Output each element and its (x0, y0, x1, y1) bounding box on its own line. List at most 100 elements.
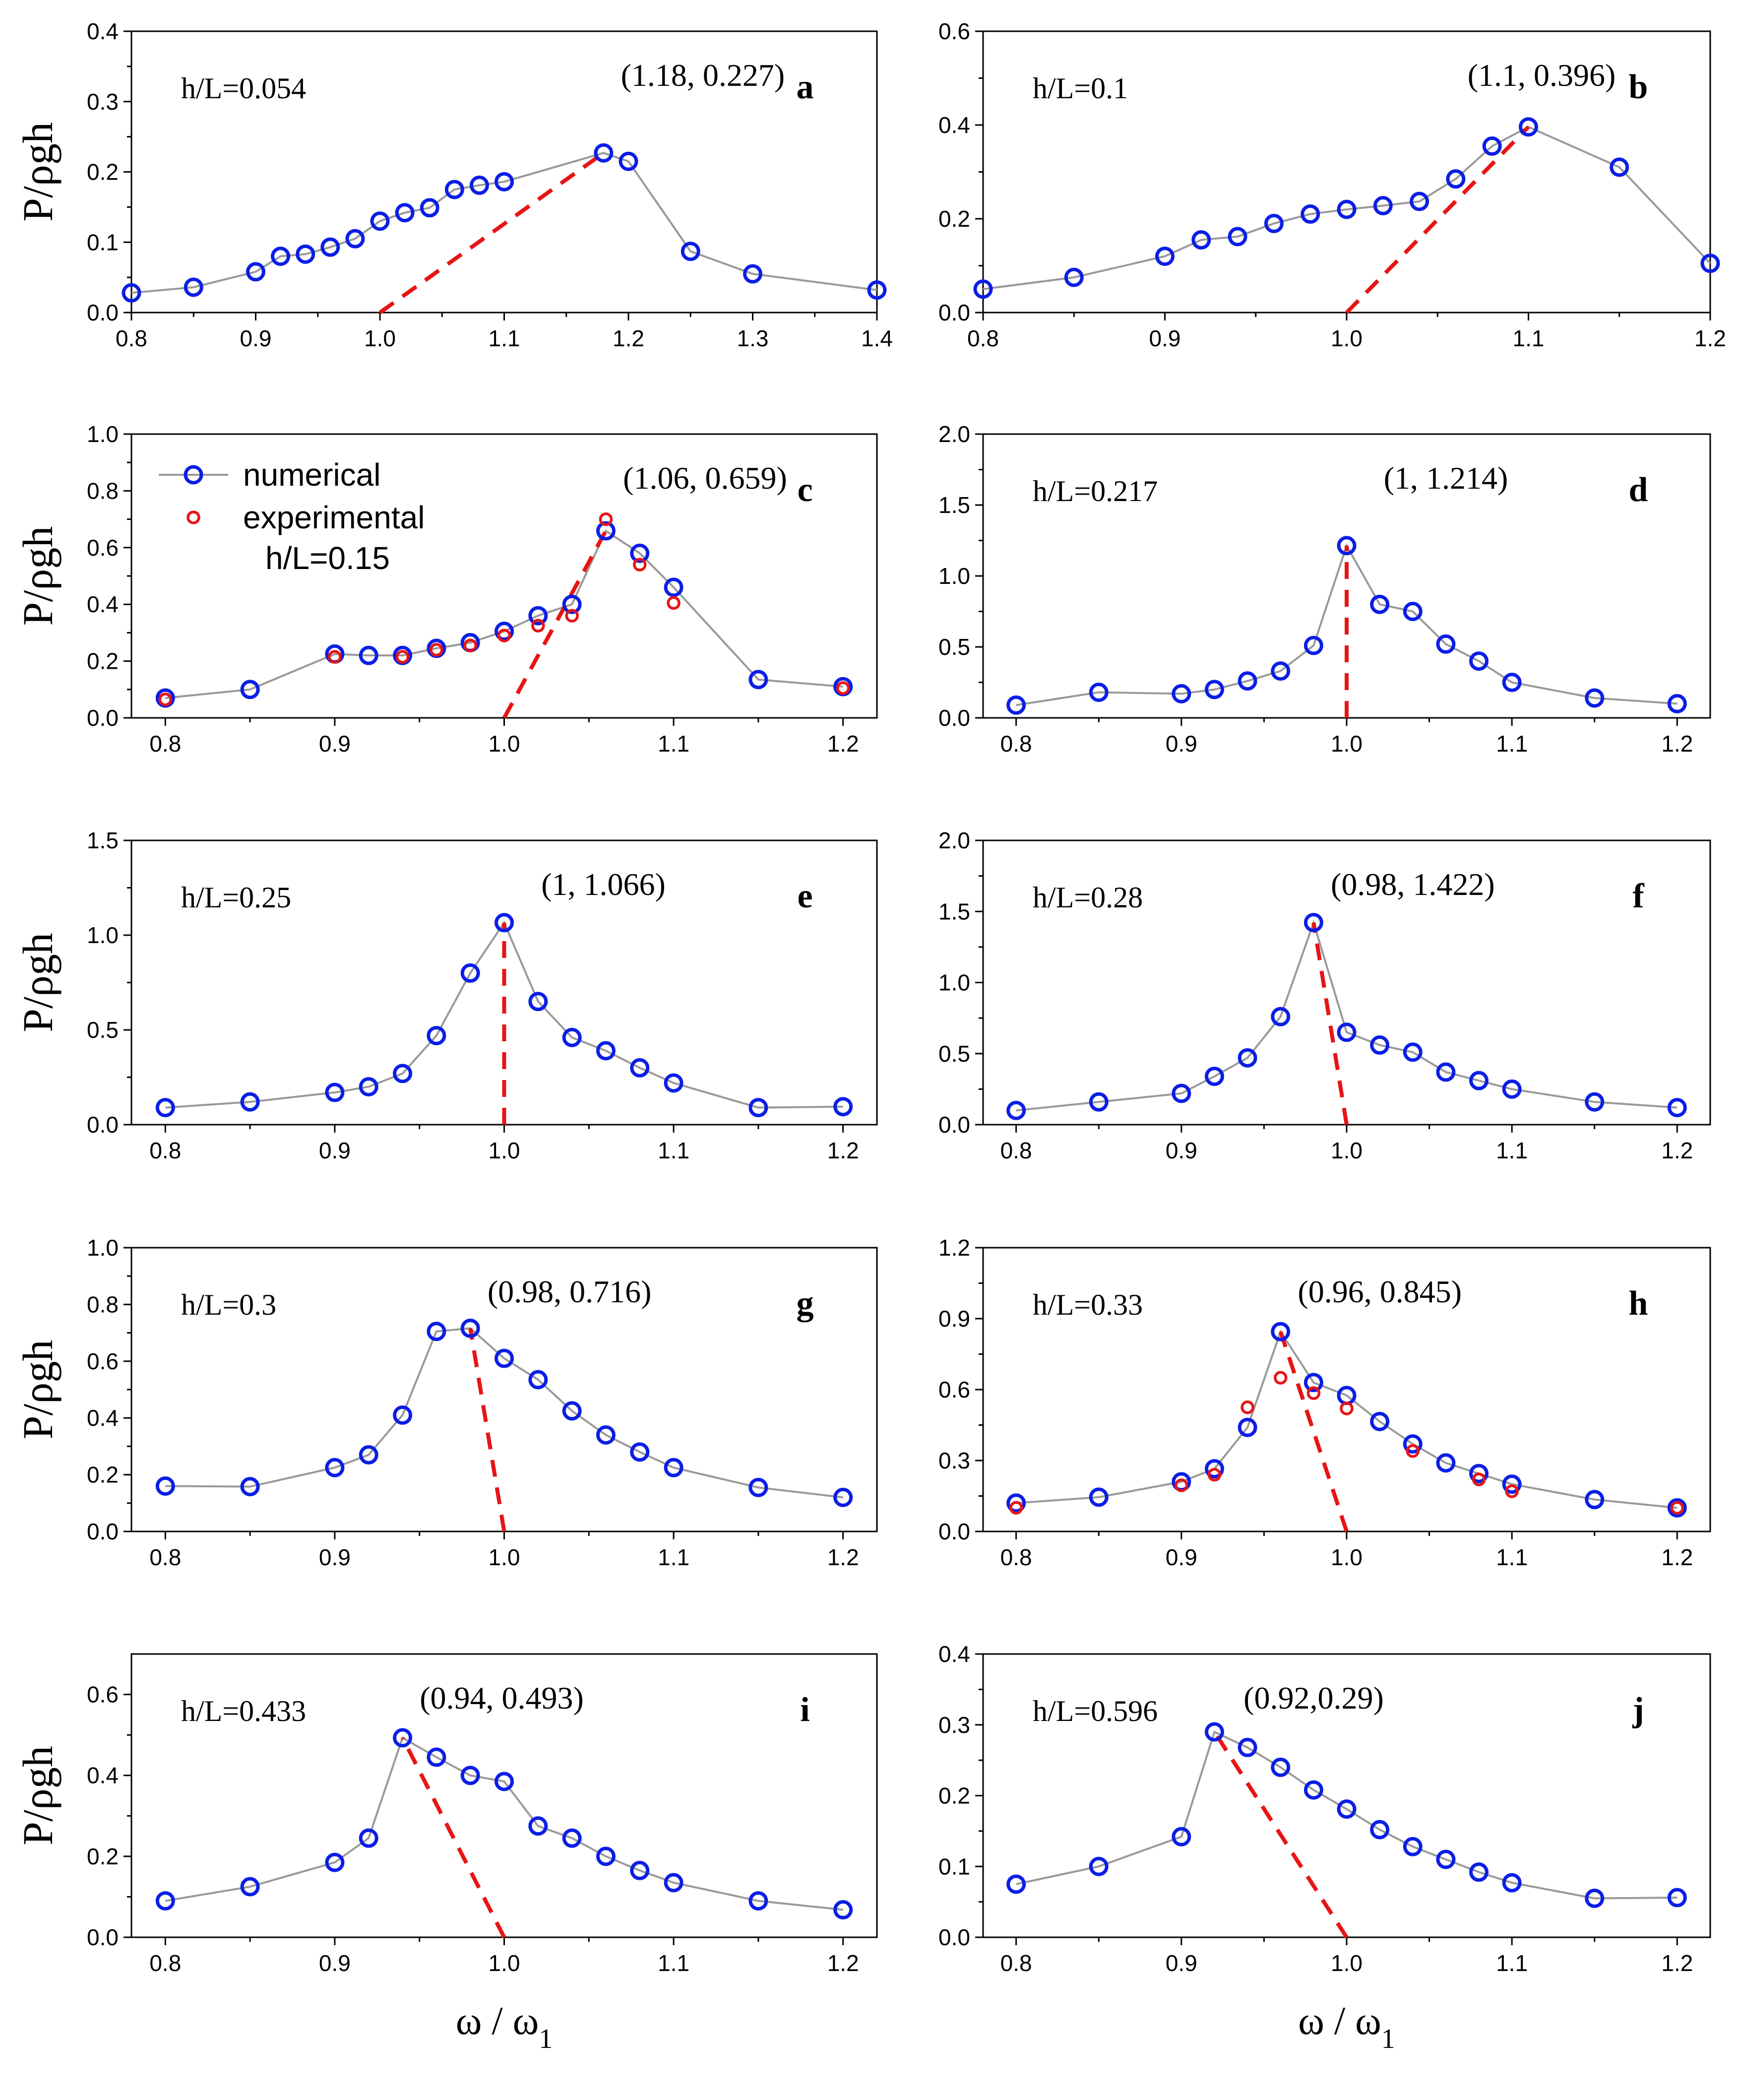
hl-label-c: h/L=0.15 (265, 540, 390, 576)
point-experimental-c (395, 650, 410, 664)
point-numerical-f (1469, 1071, 1489, 1090)
point-numerical-b (1446, 169, 1466, 189)
point-numerical-a (681, 242, 700, 261)
point-numerical-i (495, 1772, 514, 1791)
point-numerical-f (1667, 1098, 1687, 1118)
panel-label-c: c (797, 471, 812, 509)
point-numerical-g (393, 1405, 413, 1425)
panel-a: 0.8 0.9 1.0 1.1 1.2 1.3 1.4 0.0 0.1 0.2 0.3 0.4 P/ρg… (14, 18, 893, 351)
x-tick-label-b: 0.9 (1149, 325, 1181, 351)
point-experimental-h (1207, 1467, 1222, 1482)
x-tick-label-i: 0.9 (319, 1950, 351, 1976)
point-numerical-h (1370, 1411, 1390, 1431)
y-tick-label-c: 0.6 (87, 535, 119, 561)
y-tick-label-j: 0.0 (938, 1924, 970, 1950)
x-axis-label-main: ω / ω (1298, 1999, 1381, 2043)
point-numerical-b (1264, 213, 1284, 233)
panel-d: 0.8 0.9 1.0 1.1 1.2 0.0 0.5 1.0 1.5 2.0 d (1, 1.214… (938, 421, 1711, 757)
y-tick-label-f: 1.5 (938, 898, 970, 924)
x-tick-label-i: 1.0 (489, 1950, 520, 1976)
peak-annotation-j: (0.92,0.29) (1243, 1680, 1384, 1716)
point-numerical-f (1585, 1092, 1605, 1112)
point-numerical-b (1519, 117, 1538, 137)
x-tick-label-a: 1.1 (489, 325, 520, 351)
peak-annotation-f: (0.98, 1.422) (1331, 867, 1495, 902)
point-numerical-c (240, 680, 260, 700)
y-tick-label-j: 0.2 (938, 1783, 970, 1809)
point-experimental-h (1340, 1401, 1354, 1415)
y-tick-label-j: 0.3 (938, 1712, 970, 1738)
point-numerical-f (1204, 1067, 1224, 1086)
y-tick-label-e: 1.0 (87, 922, 119, 948)
point-numerical-i (630, 1860, 650, 1880)
x-tick-label-c: 0.8 (149, 731, 181, 757)
point-numerical-a (495, 172, 514, 191)
point-numerical-c (748, 670, 768, 690)
y-tick-label-h: 1.2 (938, 1235, 970, 1261)
point-numerical-h (1204, 1459, 1224, 1479)
point-numerical-d (1585, 688, 1605, 708)
legend-marker-numerical (184, 465, 203, 485)
y-tick-label-f: 0.5 (938, 1041, 970, 1067)
y-tick-label-e: 0.5 (87, 1017, 119, 1043)
point-numerical-a (320, 237, 340, 257)
x-tick-label-g: 0.9 (319, 1544, 351, 1570)
point-numerical-g (427, 1322, 446, 1341)
point-experimental-c (633, 558, 647, 572)
point-numerical-f (1089, 1092, 1109, 1112)
point-numerical-f (1436, 1062, 1456, 1082)
y-tick-label-c: 0.2 (87, 648, 119, 674)
point-numerical-a (420, 198, 439, 218)
y-tick-label-c: 0.0 (87, 705, 119, 731)
point-numerical-f (1006, 1100, 1026, 1120)
point-numerical-j (1403, 1837, 1423, 1856)
point-numerical-b (1410, 191, 1429, 211)
point-experimental-h (1241, 1400, 1254, 1414)
y-tick-label-b: 0.2 (938, 206, 970, 232)
x-tick-label-g: 0.8 (149, 1544, 181, 1570)
dashed-line-b (1345, 125, 1530, 314)
x-tick-label-f: 0.8 (1000, 1138, 1032, 1163)
y-tick-label-e: 1.5 (87, 827, 119, 853)
x-tick-label-e: 1.2 (827, 1138, 859, 1163)
point-numerical-h (1271, 1322, 1291, 1341)
point-numerical-e (495, 913, 514, 933)
y-axis-label-g: P/ρgh (14, 1340, 62, 1440)
series-line-numerical-f (1016, 919, 1677, 1112)
y-tick-label-j: 0.4 (938, 1641, 970, 1667)
point-numerical-a (122, 283, 141, 303)
point-numerical-e (528, 992, 548, 1012)
peak-annotation-g: (0.98, 0.716) (488, 1274, 652, 1309)
dashed-line-c (502, 530, 608, 719)
point-numerical-i (562, 1828, 582, 1848)
y-axis-label-i: P/ρgh (14, 1746, 62, 1845)
point-experimental-c (565, 609, 579, 623)
y-tick-label-b: 0.6 (938, 18, 970, 44)
point-numerical-a (345, 229, 365, 249)
point-numerical-a (395, 203, 415, 223)
point-numerical-f (1403, 1042, 1423, 1062)
x-tick-label-a: 1.4 (861, 325, 893, 351)
point-numerical-j (1436, 1849, 1456, 1869)
hl-label-b: h/L=0.1 (1033, 72, 1128, 105)
x-tick-label-c: 1.1 (658, 731, 689, 757)
y-tick-label-i: 0.0 (87, 1924, 119, 1950)
point-numerical-d (1667, 694, 1687, 713)
y-tick-label-h: 0.0 (938, 1519, 970, 1544)
point-numerical-e (359, 1077, 378, 1097)
series-line-numerical-a (131, 152, 877, 294)
hl-label-j: h/L=0.596 (1033, 1695, 1158, 1727)
x-tick-label-a: 0.9 (240, 325, 272, 351)
point-numerical-h (1303, 1373, 1323, 1393)
point-numerical-g (562, 1401, 582, 1421)
point-numerical-d (1469, 651, 1489, 671)
point-numerical-g (495, 1348, 514, 1368)
point-numerical-i (460, 1766, 480, 1785)
x-tick-label-d: 1.0 (1331, 731, 1363, 757)
point-experimental-c (836, 681, 850, 695)
panel-label-i: i (800, 1691, 809, 1729)
point-numerical-e (596, 1041, 616, 1061)
x-tick-label-b: 1.1 (1513, 325, 1545, 351)
point-numerical-j (1271, 1757, 1291, 1777)
point-numerical-a (296, 244, 315, 264)
